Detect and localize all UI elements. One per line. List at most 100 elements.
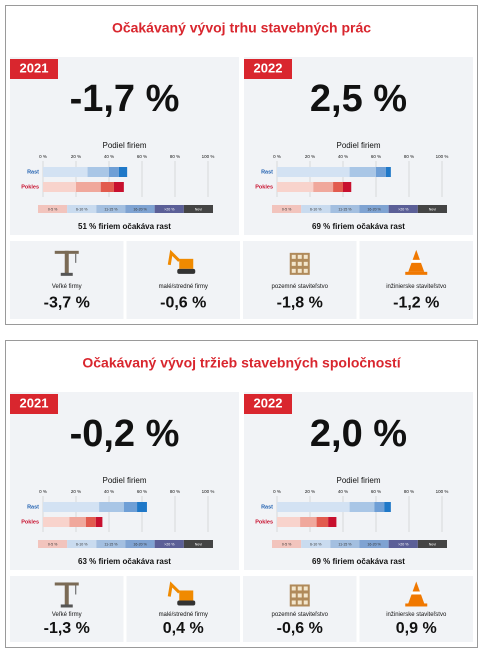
caption: 51 % firiem očakáva rast [78, 222, 171, 231]
share-label: Podiel firiem [336, 141, 380, 150]
category-value: -3,7 % [44, 295, 90, 312]
bar-segment [316, 517, 329, 527]
legend-label: 0-5 % [282, 542, 292, 546]
tick-label: 100 % [436, 489, 449, 494]
bar-segment [313, 182, 334, 192]
icon [303, 254, 308, 259]
caption: 69 % firiem očakáva rast [312, 557, 405, 566]
bar-segment [113, 182, 124, 192]
category-value: 0,9 % [396, 620, 437, 637]
bar-segment [87, 167, 109, 177]
icon [297, 268, 302, 273]
category-label: pozemné staviteľstvo [272, 284, 329, 290]
category-value: -1,3 % [44, 620, 90, 637]
icon [297, 254, 302, 259]
tick-label: 100 % [202, 154, 215, 159]
row-label: Pokles [21, 519, 39, 525]
tick-label: 20 % [305, 489, 315, 494]
tick-label: 60 % [137, 154, 147, 159]
year-value: -0,2 % [70, 413, 180, 455]
tick-label: 20 % [71, 489, 81, 494]
bar-segment [374, 502, 385, 512]
bar-segment [118, 167, 128, 177]
icon [179, 590, 194, 601]
legend-swatch [359, 205, 389, 213]
tick-label: 40 % [104, 154, 114, 159]
legend-label: 6-10 % [310, 542, 322, 546]
legend-label: 0-5 % [48, 542, 58, 546]
year-value: 2,0 % [310, 413, 407, 455]
row-label: Rast [27, 504, 39, 510]
icon [60, 272, 73, 276]
bar-segment [349, 167, 376, 177]
legend-swatch [125, 205, 155, 213]
icon [303, 261, 308, 266]
icon [167, 581, 181, 597]
share-label: Podiel firiem [102, 141, 146, 150]
tick-label: 40 % [338, 489, 348, 494]
category-label: Veľké firmy [52, 284, 82, 290]
icon [291, 268, 296, 273]
tick-label: 100 % [436, 154, 449, 159]
bar-segment [109, 167, 119, 177]
legend-swatch [183, 205, 213, 213]
category-value: 0,4 % [163, 620, 204, 637]
tick-label: 80 % [404, 489, 414, 494]
legend-swatch [388, 540, 418, 548]
bar-segment [69, 517, 86, 527]
bar-segment [328, 517, 337, 527]
bar-segment [277, 517, 301, 527]
legend-label: Neví [195, 207, 202, 211]
legend-swatch [38, 540, 68, 548]
year-label: 2022 [254, 395, 283, 410]
legend-label: 11-15 % [104, 207, 118, 211]
icon [167, 249, 181, 266]
legend-label: 16-20 % [367, 542, 381, 546]
icon [291, 254, 296, 259]
bar-segment [100, 182, 114, 192]
category-label: pozemné staviteľstvo [272, 612, 329, 618]
bar-segment [385, 167, 391, 177]
legend-swatch [359, 540, 389, 548]
category-value: -1,2 % [393, 295, 439, 312]
tick-label: 80 % [404, 154, 414, 159]
year-label: 2021 [20, 60, 49, 75]
legend-swatch [125, 540, 155, 548]
bar-segment [43, 182, 76, 192]
year-tag [244, 59, 292, 79]
legend-label: 16-20 % [367, 207, 381, 211]
category-value: -1,8 % [277, 295, 323, 312]
category-value: -0,6 % [277, 620, 323, 637]
legend-label: 11-15 % [338, 542, 352, 546]
legend-swatch [417, 540, 447, 548]
tick-label: 20 % [305, 154, 315, 159]
caption: 63 % firiem očakáva rast [78, 557, 171, 566]
category-label: inžinierske staviteľstvo [386, 612, 447, 618]
icon [291, 600, 296, 605]
tick-label: 60 % [371, 154, 381, 159]
tick-label: 100 % [202, 489, 215, 494]
legend-label: 16-20 % [133, 207, 147, 211]
legend-swatch [417, 205, 447, 213]
row-label: Pokles [21, 184, 39, 190]
panel-title: Očakávaný vývoj trhu stavebných prác [112, 20, 371, 36]
legend-label: 6-10 % [76, 207, 88, 211]
legend-label: 6-10 % [310, 207, 322, 211]
year-label: 2021 [20, 395, 49, 410]
icon [291, 593, 296, 598]
icon [64, 582, 69, 607]
bar-segment [277, 167, 350, 177]
row-label: Rast [27, 169, 39, 175]
panel-title: Očakávaný vývoj tržieb stavebných spoloč… [82, 355, 401, 371]
icon [297, 586, 302, 591]
icon [60, 604, 73, 608]
bar-segment [95, 517, 103, 527]
legend-swatch [388, 205, 418, 213]
legend-label: 16-20 % [133, 542, 147, 546]
legend-swatch [38, 205, 68, 213]
legend-label: >20 % [398, 542, 409, 546]
legend-swatch [330, 205, 360, 213]
legend-swatch [67, 205, 97, 213]
category-label: Veľké firmy [52, 612, 82, 618]
